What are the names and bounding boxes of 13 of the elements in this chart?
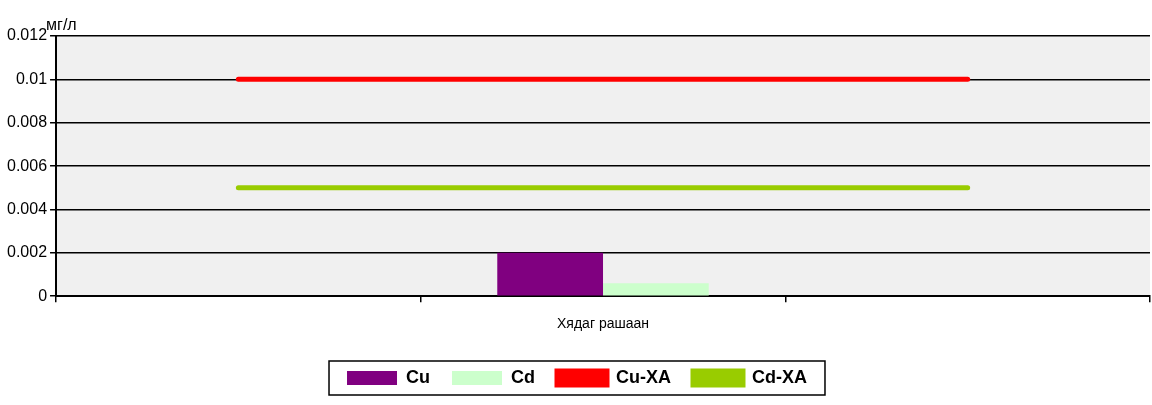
y-tick-label: 0.012 — [6, 26, 48, 44]
legend-label: Cd-XA — [751, 366, 807, 387]
y-tick-label: 0.006 — [6, 156, 48, 174]
y-tick-label: 0.01 — [15, 69, 48, 87]
y-tick-label: 0.004 — [6, 199, 48, 217]
x-tick-label: Хядаг рашаан — [557, 315, 650, 332]
legend-label: Cu — [406, 366, 431, 387]
y-axis-title: мг/л — [46, 16, 77, 34]
y-tick-label: 0 — [38, 286, 48, 304]
legend-label: Cu-XA — [616, 366, 671, 387]
y-tick-label: 0.002 — [6, 243, 48, 261]
y-tick-label: 0.008 — [6, 113, 48, 131]
legend-label: Cd — [511, 366, 536, 387]
